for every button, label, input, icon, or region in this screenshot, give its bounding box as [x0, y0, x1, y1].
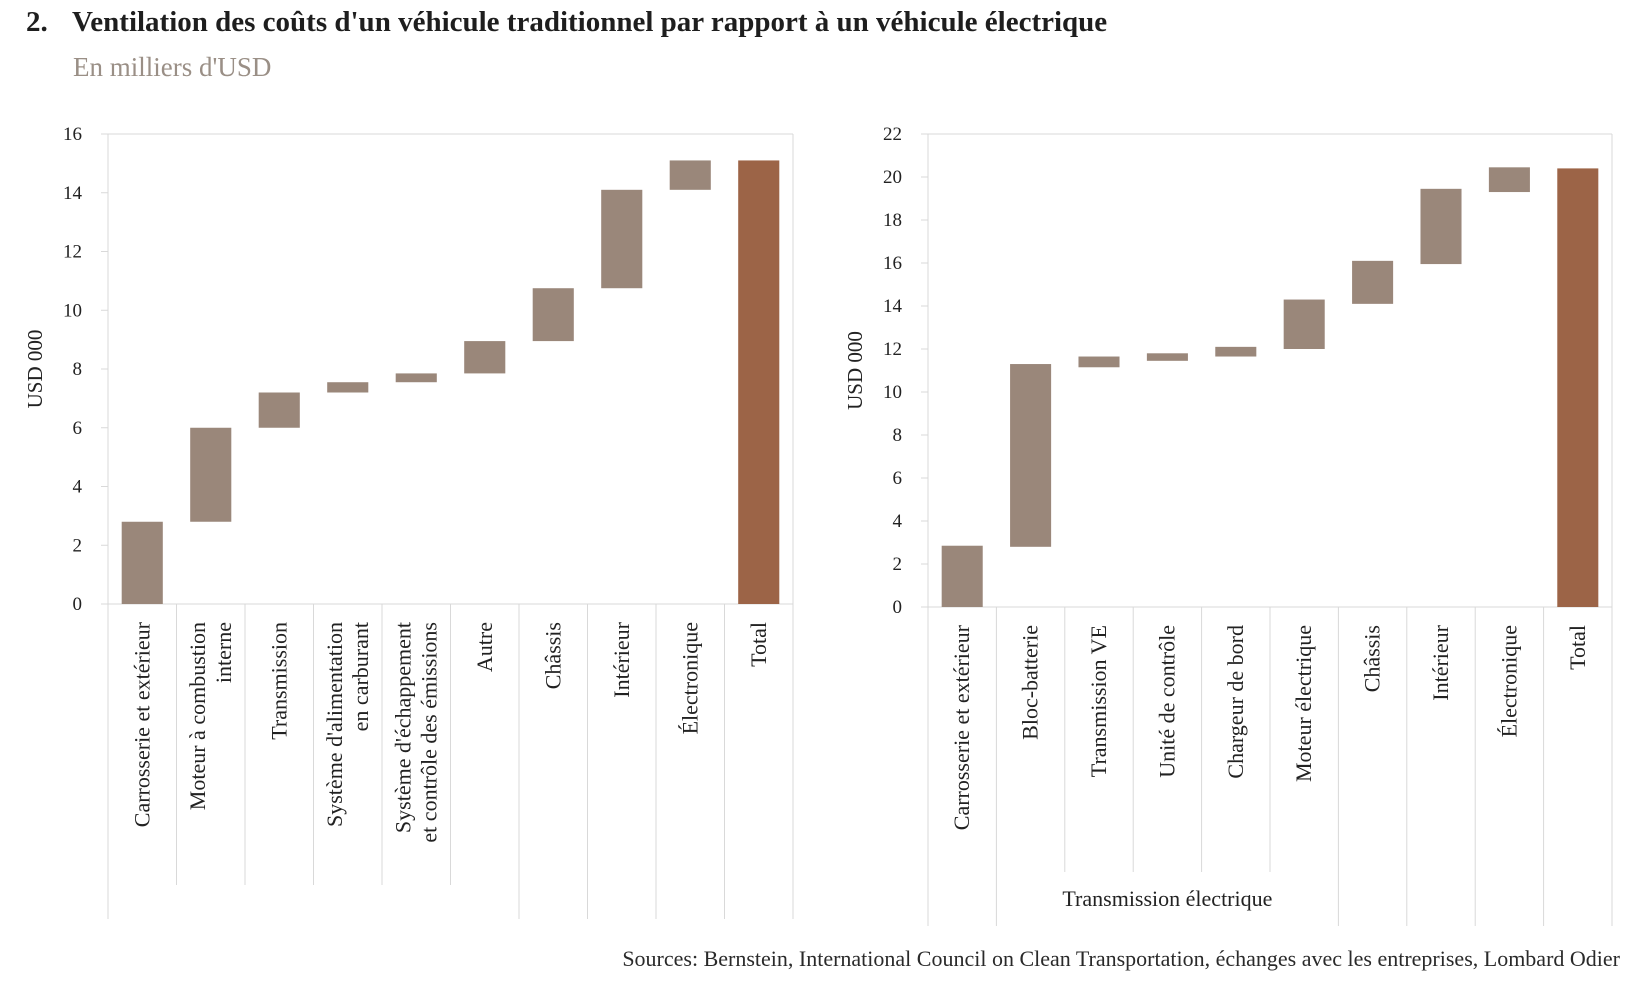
- category-label: Châssis: [540, 622, 565, 689]
- category-label: Carrosserie et extérieur: [129, 621, 154, 827]
- bar-segment: [258, 392, 300, 428]
- y-tick-label: 8: [73, 359, 83, 380]
- category-label: Système d'alimentationen carburant: [322, 622, 373, 827]
- y-tick-label: 20: [883, 167, 902, 188]
- y-tick-label: 18: [883, 210, 902, 231]
- bar-segment: [1215, 346, 1257, 357]
- category-label: Transmission: [266, 622, 291, 740]
- bar-segment: [1146, 353, 1188, 361]
- category-label: Électronique: [677, 622, 702, 734]
- category-label: Intérieur: [1428, 624, 1453, 700]
- category-label-line: Moteur électrique: [1291, 625, 1316, 782]
- y-tick-label: 12: [63, 242, 82, 263]
- category-label-line: Transmission: [266, 622, 291, 740]
- bar-segment: [1283, 299, 1325, 349]
- chart-title: 2. Ventilation des coûts d'un véhicule tr…: [26, 6, 1107, 39]
- bar-segment: [669, 160, 711, 190]
- category-label: Unité de contrôle: [1154, 625, 1179, 778]
- category-label-line: Carrosserie et extérieur: [129, 621, 154, 827]
- category-label-line: Système d'échappement: [390, 622, 415, 833]
- category-label-line: Autre: [472, 622, 497, 672]
- y-tick-label: 6: [73, 418, 83, 439]
- y-tick-label: 2: [73, 535, 83, 556]
- category-label: Intérieur: [609, 621, 634, 697]
- y-tick-label: 16: [883, 253, 902, 274]
- y-tick-label: 2: [893, 554, 903, 575]
- chart-subtitle: En milliers d'USD: [73, 52, 272, 82]
- category-label: Système d'échappementet contrôle des émi…: [390, 622, 441, 843]
- category-label: Autre: [472, 622, 497, 672]
- bar-segment: [464, 341, 506, 374]
- chart-2: 0 2 4 6 8 10 12 14 16 18 20 22 USD 000 Carrosserie et…: [843, 124, 1613, 926]
- y-tick-label: 14: [63, 183, 83, 204]
- bar-segment: [121, 521, 163, 604]
- category-label-line: Chargeur de bord: [1223, 625, 1248, 779]
- y-axis-label: USD 000: [843, 331, 867, 410]
- group-label: Transmission électrique: [1062, 886, 1272, 911]
- bar-total: [1557, 168, 1599, 607]
- sources-note: Sources: Bernstein, International Counci…: [622, 946, 1620, 971]
- figure-number: 2.: [26, 6, 48, 38]
- y-tick-label: 0: [893, 597, 903, 618]
- category-label-line: Électronique: [677, 622, 702, 734]
- y-axis-label: USD 000: [23, 330, 47, 409]
- category-label-line: Total: [1565, 625, 1590, 670]
- title-text: Ventilation des coûts d'un véhicule trad…: [72, 6, 1108, 38]
- category-label: Moteur à combustioninterne: [185, 622, 236, 810]
- category-label-line: Unité de contrôle: [1154, 625, 1179, 778]
- y-tick-label: 22: [883, 124, 902, 145]
- y-tick-label: 10: [63, 300, 82, 321]
- category-label: Électronique: [1496, 625, 1521, 737]
- category-label-line: Intérieur: [609, 621, 634, 697]
- bar-segment: [1010, 364, 1052, 547]
- y-tick-label: 12: [883, 339, 902, 360]
- category-label-line: Total: [746, 622, 771, 667]
- category-label-line: Système d'alimentation: [322, 622, 347, 827]
- category-label-line: Moteur à combustion: [185, 622, 210, 810]
- y-tick-label: 16: [63, 124, 82, 145]
- category-label: Total: [746, 622, 771, 667]
- bar-total: [738, 160, 780, 604]
- category-label: Bloc-batterie: [1018, 625, 1043, 740]
- category-label-line: Intérieur: [1428, 624, 1453, 700]
- bar-segment: [601, 189, 643, 289]
- bar-segment: [327, 382, 369, 393]
- category-label-line: en carburant: [348, 622, 373, 731]
- bar-segment: [1078, 356, 1120, 368]
- y-tick-label: 8: [893, 425, 903, 446]
- bar-segment: [190, 427, 232, 522]
- bar-segment: [941, 545, 983, 607]
- y-tick-label: 4: [73, 477, 83, 498]
- category-label: Total: [1565, 625, 1590, 670]
- bar-segment: [532, 288, 574, 342]
- category-label: Moteur électrique: [1291, 625, 1316, 782]
- bar-segment: [1352, 260, 1394, 304]
- category-label: Chargeur de bord: [1223, 625, 1248, 779]
- category-label-line: Bloc-batterie: [1018, 625, 1043, 740]
- category-label-line: Électronique: [1496, 625, 1521, 737]
- category-label: Transmission VE: [1086, 625, 1111, 777]
- category-label: Châssis: [1360, 625, 1385, 692]
- category-label-line: Transmission VE: [1086, 625, 1111, 777]
- category-label-line: Châssis: [1360, 625, 1385, 692]
- bar-segment: [1488, 167, 1530, 193]
- category-label-line: et contrôle des émissions: [416, 622, 441, 843]
- category-label-line: Châssis: [540, 622, 565, 689]
- y-tick-label: 6: [893, 468, 903, 489]
- y-tick-label: 14: [883, 296, 903, 317]
- bar-segment: [1420, 188, 1462, 265]
- category-label-line: interne: [211, 622, 236, 683]
- y-tick-label: 0: [73, 594, 83, 615]
- category-label-line: Carrosserie et extérieur: [949, 624, 974, 830]
- bar-segment: [395, 373, 437, 383]
- category-label: Carrosserie et extérieur: [949, 624, 974, 830]
- chart-1: 0 2 4 6 8 10 12 14 16 USD 000 Carrosserie et extér…: [23, 124, 794, 919]
- y-tick-label: 4: [893, 511, 903, 532]
- y-tick-label: 10: [883, 382, 902, 403]
